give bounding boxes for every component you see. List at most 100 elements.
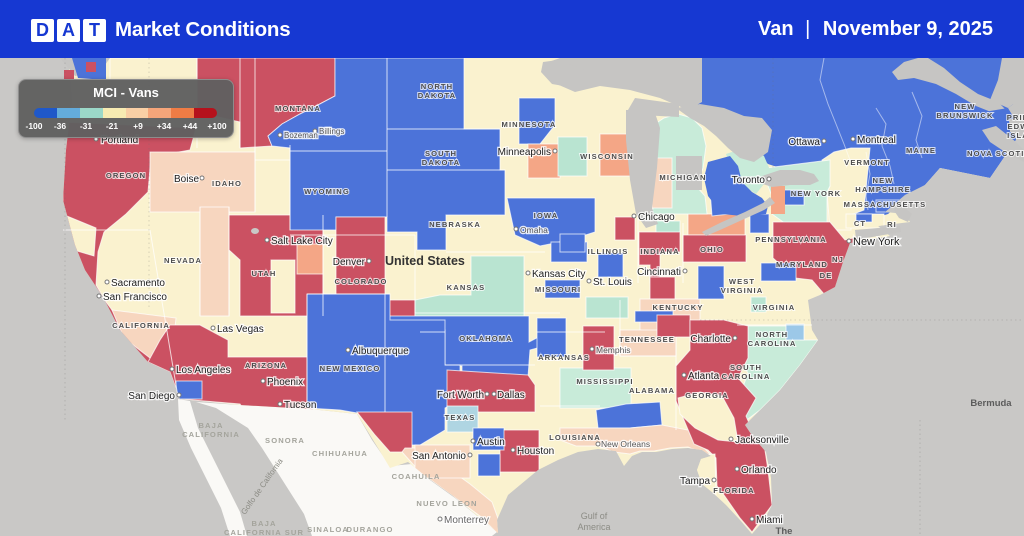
svg-text:ARKANSAS: ARKANSAS: [538, 353, 590, 362]
svg-text:NOVA SCOTIA: NOVA SCOTIA: [967, 149, 1024, 158]
svg-text:PENNSYLVANIA: PENNSYLVANIA: [755, 235, 827, 244]
svg-text:Fort Worth: Fort Worth: [437, 390, 484, 401]
svg-text:IDAHO: IDAHO: [212, 179, 242, 188]
svg-text:Albuquerque: Albuquerque: [352, 346, 409, 357]
svg-text:Montreal: Montreal: [857, 135, 896, 146]
svg-text:Jacksonville: Jacksonville: [735, 435, 789, 446]
svg-text:Salt Lake City: Salt Lake City: [271, 236, 333, 247]
svg-text:KANSAS: KANSAS: [447, 283, 486, 292]
svg-text:MINNESOTA: MINNESOTA: [502, 120, 557, 129]
svg-text:St. Louis: St. Louis: [593, 277, 632, 288]
svg-text:IOWA: IOWA: [534, 211, 559, 220]
svg-text:DURANGO: DURANGO: [347, 525, 394, 534]
svg-text:Gulf of: Gulf of: [581, 511, 608, 521]
svg-text:Austin: Austin: [477, 437, 505, 448]
svg-text:NEW: NEW: [872, 176, 893, 185]
svg-text:NUEVO LEON: NUEVO LEON: [416, 499, 477, 508]
svg-text:PRIN: PRIN: [1007, 113, 1024, 122]
svg-text:Cincinnati: Cincinnati: [637, 267, 681, 278]
svg-text:ILLINOIS: ILLINOIS: [588, 247, 629, 256]
svg-text:HAMPSHIRE: HAMPSHIRE: [855, 185, 910, 194]
svg-text:Sacramento: Sacramento: [111, 278, 165, 289]
svg-text:MASSACHUSETTS: MASSACHUSETTS: [844, 200, 927, 209]
svg-text:San Diego: San Diego: [128, 391, 175, 402]
svg-text:Ottawa: Ottawa: [788, 137, 820, 148]
svg-text:Boise: Boise: [174, 174, 199, 185]
svg-text:OHIO: OHIO: [700, 245, 724, 254]
svg-text:San Francisco: San Francisco: [103, 292, 167, 303]
svg-text:LOUISIANA: LOUISIANA: [549, 433, 601, 442]
svg-text:Chicago: Chicago: [638, 212, 675, 223]
svg-text:NORTH: NORTH: [756, 330, 789, 339]
svg-text:WEST: WEST: [729, 277, 755, 286]
svg-text:America: America: [577, 522, 610, 532]
svg-text:WISCONSIN: WISCONSIN: [580, 152, 634, 161]
svg-text:MARYLAND: MARYLAND: [776, 260, 828, 269]
svg-text:DE: DE: [820, 271, 833, 280]
svg-text:Houston: Houston: [517, 446, 554, 457]
svg-text:CALIFORNIA: CALIFORNIA: [112, 321, 170, 330]
svg-text:MICHIGAN: MICHIGAN: [659, 173, 706, 182]
svg-text:OKLAHOMA: OKLAHOMA: [459, 334, 513, 343]
svg-text:Bozeman: Bozeman: [284, 131, 318, 140]
svg-text:GEORGIA: GEORGIA: [685, 391, 729, 400]
svg-text:TEXAS: TEXAS: [445, 413, 476, 422]
svg-text:Los Angeles: Los Angeles: [176, 365, 231, 376]
svg-text:FLORIDA: FLORIDA: [713, 486, 754, 495]
svg-text:SOUTH: SOUTH: [730, 363, 762, 372]
svg-text:NEW MEXICO: NEW MEXICO: [320, 364, 381, 373]
svg-text:Memphis: Memphis: [596, 345, 630, 355]
svg-text:Charlotte: Charlotte: [690, 334, 731, 345]
svg-text:CT: CT: [854, 219, 866, 228]
svg-text:The: The: [776, 526, 793, 536]
svg-text:NJ: NJ: [832, 255, 844, 264]
svg-text:San Antonio: San Antonio: [412, 451, 466, 462]
svg-text:ISLA: ISLA: [1007, 131, 1024, 140]
svg-text:New York: New York: [853, 236, 900, 248]
svg-text:Monterrey: Monterrey: [444, 515, 489, 526]
svg-text:NEW YORK: NEW YORK: [791, 189, 841, 198]
svg-text:NEW: NEW: [954, 102, 975, 111]
svg-text:COLORADO: COLORADO: [334, 277, 387, 286]
svg-text:CAROLINA: CAROLINA: [722, 372, 771, 381]
svg-text:UTAH: UTAH: [252, 269, 277, 278]
svg-text:BRUNSWICK: BRUNSWICK: [936, 111, 993, 120]
svg-text:Las Vegas: Las Vegas: [217, 324, 264, 335]
svg-text:INDIANA: INDIANA: [640, 247, 679, 256]
svg-text:Orlando: Orlando: [741, 465, 777, 476]
svg-text:CALIFORNIA SUR: CALIFORNIA SUR: [224, 528, 304, 536]
svg-text:CAROLINA: CAROLINA: [748, 339, 797, 348]
svg-text:United States: United States: [385, 254, 465, 268]
svg-text:Atlanta: Atlanta: [688, 371, 720, 382]
svg-text:NEBRASKA: NEBRASKA: [429, 220, 481, 229]
svg-text:MISSOURI: MISSOURI: [535, 285, 581, 294]
svg-text:MAINE: MAINE: [906, 146, 936, 155]
svg-text:OREGON: OREGON: [106, 171, 146, 180]
svg-text:SINALOA: SINALOA: [307, 525, 349, 534]
svg-text:MONTANA: MONTANA: [275, 104, 321, 113]
svg-text:ALABAMA: ALABAMA: [629, 386, 675, 395]
svg-text:Omaha: Omaha: [520, 225, 548, 235]
svg-text:New Orleans: New Orleans: [601, 439, 650, 449]
svg-text:SOUTH: SOUTH: [425, 149, 457, 158]
svg-text:NORTH: NORTH: [421, 82, 454, 91]
svg-text:CALIFORNIA: CALIFORNIA: [182, 430, 240, 439]
svg-text:DAKOTA: DAKOTA: [422, 158, 461, 167]
svg-text:Bermuda: Bermuda: [970, 398, 1012, 409]
svg-text:Dallas: Dallas: [497, 390, 525, 401]
svg-text:VIRGINIA: VIRGINIA: [753, 303, 796, 312]
svg-text:DAKOTA: DAKOTA: [418, 91, 457, 100]
svg-text:TENNESSEE: TENNESSEE: [619, 335, 675, 344]
svg-text:VIRGINIA: VIRGINIA: [721, 286, 764, 295]
svg-text:COAHUILA: COAHUILA: [392, 472, 441, 481]
svg-text:Tampa: Tampa: [680, 476, 710, 487]
svg-text:Billings: Billings: [319, 127, 344, 136]
svg-text:WYOMING: WYOMING: [304, 187, 350, 196]
svg-text:CHIHUAHUA: CHIHUAHUA: [312, 449, 368, 458]
svg-text:NEVADA: NEVADA: [164, 256, 202, 265]
svg-text:BAJA: BAJA: [198, 421, 223, 430]
svg-text:RI: RI: [887, 220, 897, 229]
svg-text:VERMONT: VERMONT: [844, 158, 890, 167]
svg-text:BAJA: BAJA: [251, 519, 276, 528]
svg-text:SONORA: SONORA: [265, 436, 305, 445]
